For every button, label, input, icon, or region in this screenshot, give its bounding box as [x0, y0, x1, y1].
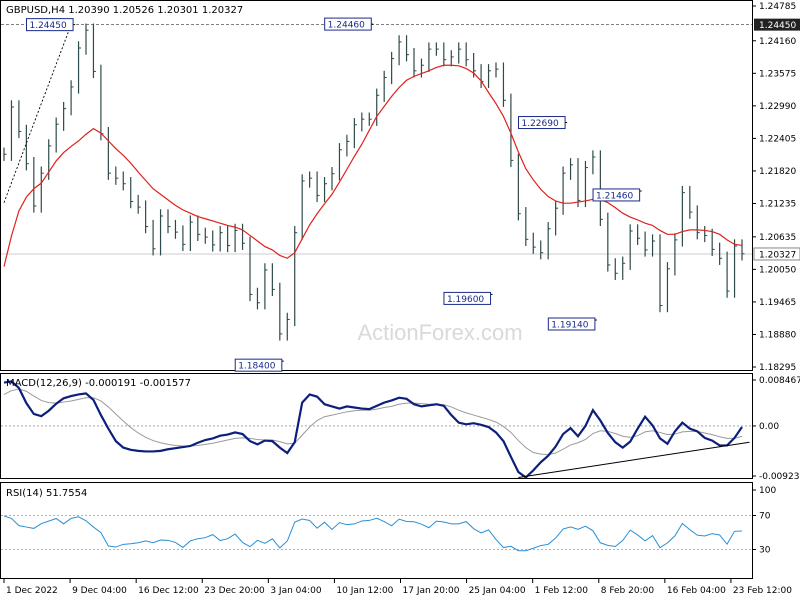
time-axis-label: 16 Dec 12:00: [138, 586, 199, 596]
annotation-box: [592, 188, 641, 202]
annotation-label: 1.18400: [238, 362, 275, 372]
price-axis-label: 1.19465: [759, 298, 796, 308]
macd-title: MACD(12,26,9) -0.000191 -0.001577: [6, 378, 191, 389]
price-panel-frame: [0, 0, 753, 371]
annotation-box: [324, 17, 372, 31]
price-axis-label: 1.22990: [759, 102, 796, 112]
current-price-tag-label: 1.20327: [759, 250, 796, 260]
time-axis-label: 10 Jan 12:00: [336, 586, 393, 596]
time-axis-label: 17 Jan 20:00: [403, 586, 460, 596]
rsi-layer: [1, 515, 752, 552]
price-axis-label: 1.20050: [759, 265, 796, 275]
time-axis-label: 25 Jan 04:00: [469, 586, 526, 596]
price-axis-label: 1.18880: [759, 330, 796, 340]
annotation-label: 1.19600: [447, 295, 484, 305]
annotation-box: [517, 116, 566, 130]
price-header: GBPUSD,H4 1.20390 1.20526 1.20301 1.2032…: [6, 5, 243, 16]
time-axis-label: 1 Dec 2022: [6, 586, 58, 596]
macd-trendline: [518, 441, 750, 478]
macd-axis-label: 0.00: [759, 422, 779, 432]
annotation-label: 1.22690: [521, 119, 558, 129]
time-axis-label: 8 Feb 20:00: [601, 586, 655, 596]
time-axis-label: 23 Dec 20:00: [204, 586, 265, 596]
rsi-axis-label: 70: [759, 512, 771, 522]
price-axis-label: 1.24160: [759, 37, 796, 47]
marked-level-tag: [754, 18, 800, 31]
price-axis-label: 1.24785: [759, 2, 796, 12]
rsi-title: RSI(14) 51.7554: [6, 488, 87, 499]
macd-layer: [1, 380, 752, 479]
price-axis-label: 1.21820: [759, 167, 796, 177]
moving-average-line: [3, 64, 743, 267]
rsi-panel-frame: [0, 482, 753, 579]
rsi-line: [3, 515, 743, 552]
price-axis-label: 1.18295: [759, 363, 796, 373]
annotation-box: [547, 317, 596, 331]
price-axis-label: 1.22405: [759, 134, 796, 144]
price-axis-label: 1.23575: [759, 69, 796, 79]
annotation-label: 1.21460: [596, 191, 633, 201]
time-axis-label: 9 Dec 04:00: [72, 586, 127, 596]
annotation-box: [25, 18, 74, 32]
price-layer: 1.24450 1.24460 1.18400 1.22690 1.19600 1.214…: [1, 17, 752, 372]
annotation-label: 1.24450: [29, 21, 66, 31]
current-price-tag: [753, 247, 800, 261]
watermark: ActionForex.com: [357, 320, 522, 345]
macd-axis-label: 0.008467: [759, 376, 800, 386]
macd-line: [3, 380, 743, 479]
time-axis-label: 23 Feb 12:00: [733, 586, 792, 596]
axis-layer: 1.24785 1.24160 1.23575 1.22990 1.22405 1.218…: [3, 2, 800, 596]
marked-level-tag-label: 1.24450: [759, 21, 796, 31]
macd-axis-label: -0.009233: [759, 472, 800, 482]
rsi-axis-label: 100: [759, 486, 776, 496]
macd-signal-line: [3, 388, 743, 456]
annotation-box: [443, 291, 492, 305]
rsi-axis-label: 30: [759, 546, 771, 556]
price-axis-label: 1.21235: [759, 199, 796, 209]
price-axis-label: 1.20635: [759, 233, 796, 243]
annotation-box: [234, 358, 283, 372]
time-axis-label: 16 Feb 04:00: [667, 586, 726, 596]
time-axis-label: 3 Jan 04:00: [270, 586, 322, 596]
annotation-label: 1.24460: [328, 21, 365, 31]
annotation-label: 1.19140: [551, 320, 588, 330]
time-axis-label: 1 Feb 12:00: [535, 586, 589, 596]
